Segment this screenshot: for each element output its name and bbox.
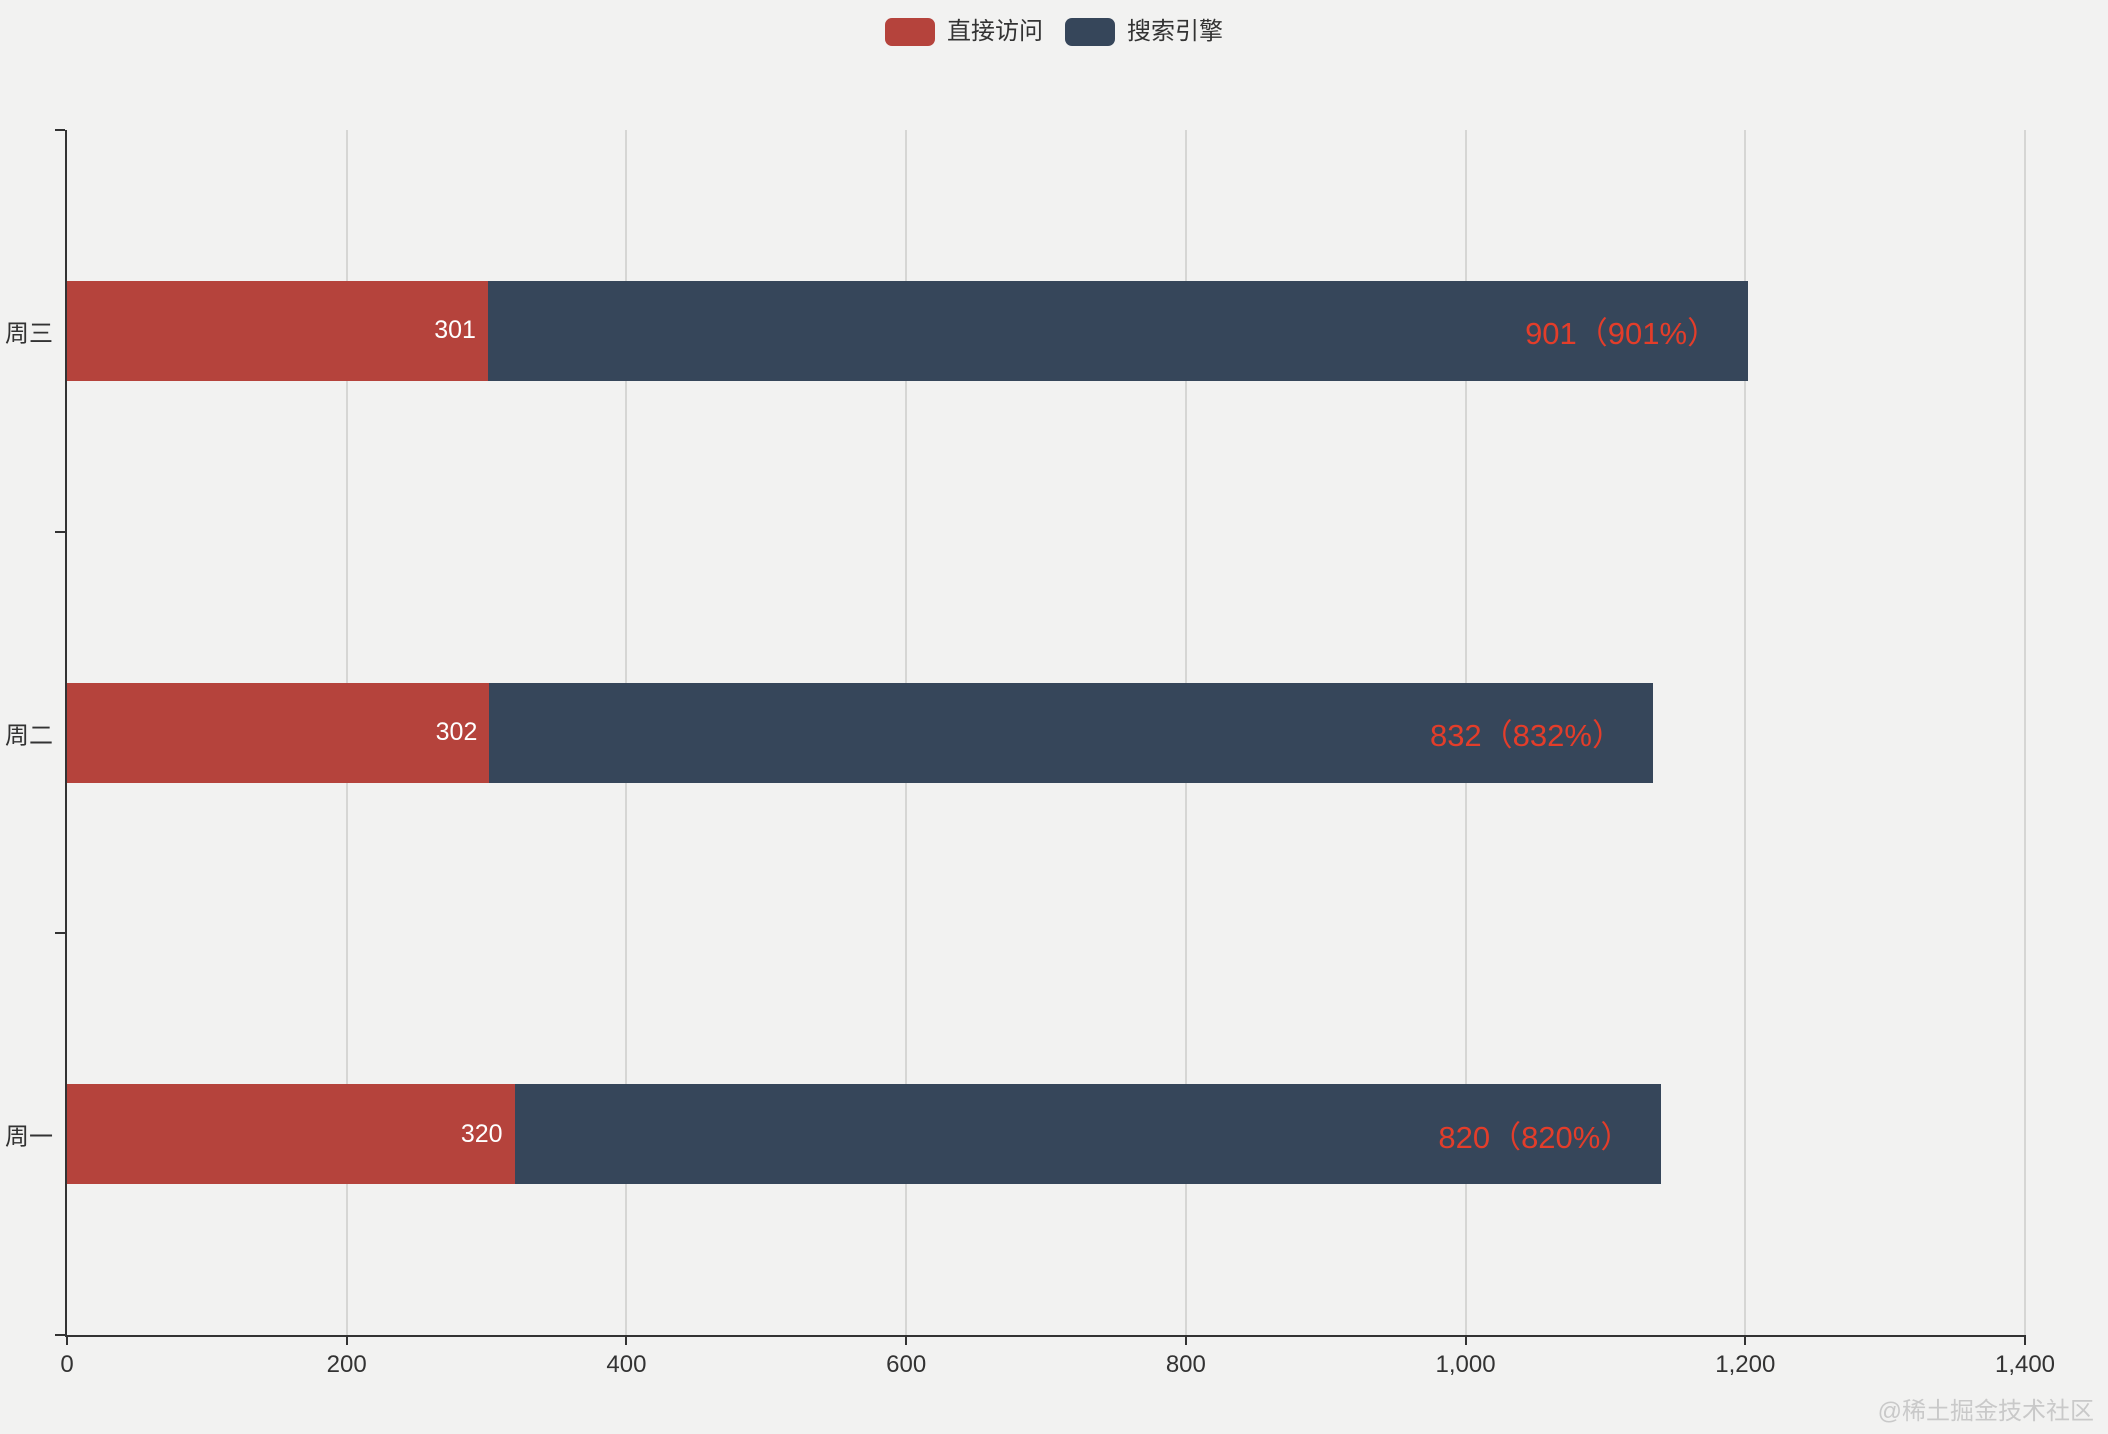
- legend-item-0[interactable]: 直接访问: [885, 18, 1043, 46]
- y-axis-category-label: 周三: [5, 320, 53, 348]
- x-axis-tick-label: 600: [886, 1351, 927, 1378]
- x-axis-tick: [1744, 1335, 1747, 1345]
- y-axis-line: [65, 130, 67, 1337]
- bar-value-label: 901（901%）: [1525, 316, 1719, 352]
- x-axis-tick: [345, 1335, 348, 1345]
- bar-segment-series1[interactable]: 901（901%）: [487, 280, 1749, 381]
- bar-value-label: 302: [435, 718, 478, 746]
- legend-label: 搜索引擎: [1127, 18, 1223, 45]
- x-axis-tick: [625, 1335, 628, 1345]
- bar-segment-series1[interactable]: 832（832%）: [489, 682, 1653, 783]
- legend: 直接访问 搜索引擎: [0, 18, 2108, 46]
- gridline: [1744, 130, 1747, 1335]
- x-axis-tick-label: 1,000: [1435, 1351, 1496, 1378]
- gridline: [2024, 130, 2026, 1335]
- bar-segment-series1[interactable]: 820（820%）: [514, 1084, 1662, 1185]
- y-axis-category-label: 周二: [5, 722, 53, 749]
- y-axis-tick: [55, 1334, 65, 1336]
- x-axis-tick-label: 200: [326, 1351, 367, 1378]
- bar-value-label: 820（820%）: [1438, 1119, 1632, 1155]
- x-axis-tick: [905, 1335, 908, 1345]
- bar-value-label: 320: [460, 1119, 503, 1148]
- x-axis-tick-label: 400: [606, 1351, 647, 1378]
- y-axis-tick: [55, 129, 65, 131]
- x-axis-tick-label: 800: [1165, 1351, 1206, 1378]
- bar-segment-series0[interactable]: 320: [67, 1084, 515, 1185]
- x-axis-tick-label: 1,400: [1994, 1351, 2056, 1378]
- x-axis-tick-label: 1,200: [1715, 1351, 1776, 1378]
- legend-swatch-icon: [1065, 18, 1115, 46]
- bar-value-label: 301: [434, 316, 476, 345]
- legend-swatch-icon: [885, 18, 935, 46]
- bar-segment-series0[interactable]: 301: [67, 280, 488, 381]
- y-axis-category-label: 周一: [5, 1123, 53, 1151]
- watermark: @稀土掘金技术社区: [1877, 1398, 2094, 1425]
- y-axis-tick: [55, 530, 65, 533]
- x-axis-tick: [66, 1335, 68, 1345]
- x-axis-tick-label: 0: [60, 1351, 74, 1378]
- x-axis-tick: [1464, 1335, 1467, 1345]
- bar-segment-series0[interactable]: 302: [67, 682, 490, 783]
- x-axis-line: [65, 1335, 2025, 1337]
- bar-value-label: 832（832%）: [1429, 718, 1623, 753]
- legend-item-1[interactable]: 搜索引擎: [1065, 18, 1223, 46]
- y-axis-tick: [55, 932, 65, 935]
- x-axis-tick: [2024, 1335, 2026, 1345]
- legend-label: 直接访问: [947, 18, 1043, 45]
- x-axis-tick: [1184, 1335, 1187, 1345]
